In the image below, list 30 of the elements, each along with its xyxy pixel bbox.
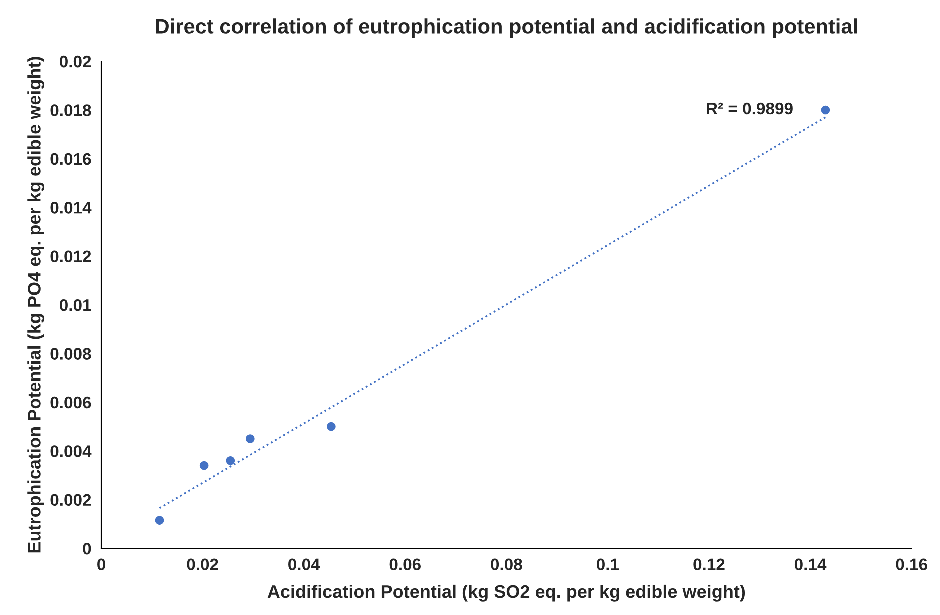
y-tick-label: 0.006	[50, 396, 92, 409]
y-tick-label: 0	[83, 542, 92, 555]
x-tick-label: 0.14	[794, 558, 827, 571]
x-tick-label: 0.16	[896, 558, 928, 571]
x-tick-label: 0.12	[694, 558, 725, 571]
point	[246, 434, 255, 444]
y-tick-label: 0.016	[50, 153, 92, 166]
chart-title: Direct correlation of eutrophication potential and acidification potential	[156, 18, 858, 38]
annotation: R² = 0.9899	[707, 102, 793, 115]
x-tick-label: 0.06	[390, 558, 421, 571]
x-tick-label: 0.1	[597, 558, 620, 571]
y-tick-label: 0.008	[50, 348, 92, 360]
x-axis-title: Acidification Potential (kg SO2 eq. per kg edible weight)	[268, 584, 746, 602]
x-tick-label: 0.08	[491, 558, 522, 571]
y-tick-label: 0.014	[50, 202, 92, 214]
point	[226, 456, 236, 466]
y-tick-label: 0.01	[60, 299, 92, 312]
y-tick-label: 0.02	[60, 56, 92, 68]
y-tick-label: 0.018	[50, 104, 92, 116]
point	[327, 422, 336, 432]
x-tick-label: 0.04	[288, 558, 320, 571]
x-tick-label: 0.02	[187, 558, 218, 571]
y-tick-label: 0.004	[50, 446, 92, 458]
y-tick-label: 0.012	[50, 250, 92, 263]
y-axis-title: Eutrophication Potential (kg PO4 eq. per kg edible weight)	[28, 57, 45, 553]
point	[821, 106, 830, 115]
point	[200, 461, 209, 470]
x-tick-label: 0	[98, 558, 106, 571]
y-tick-label: 0.002	[50, 494, 92, 506]
point	[155, 516, 164, 525]
